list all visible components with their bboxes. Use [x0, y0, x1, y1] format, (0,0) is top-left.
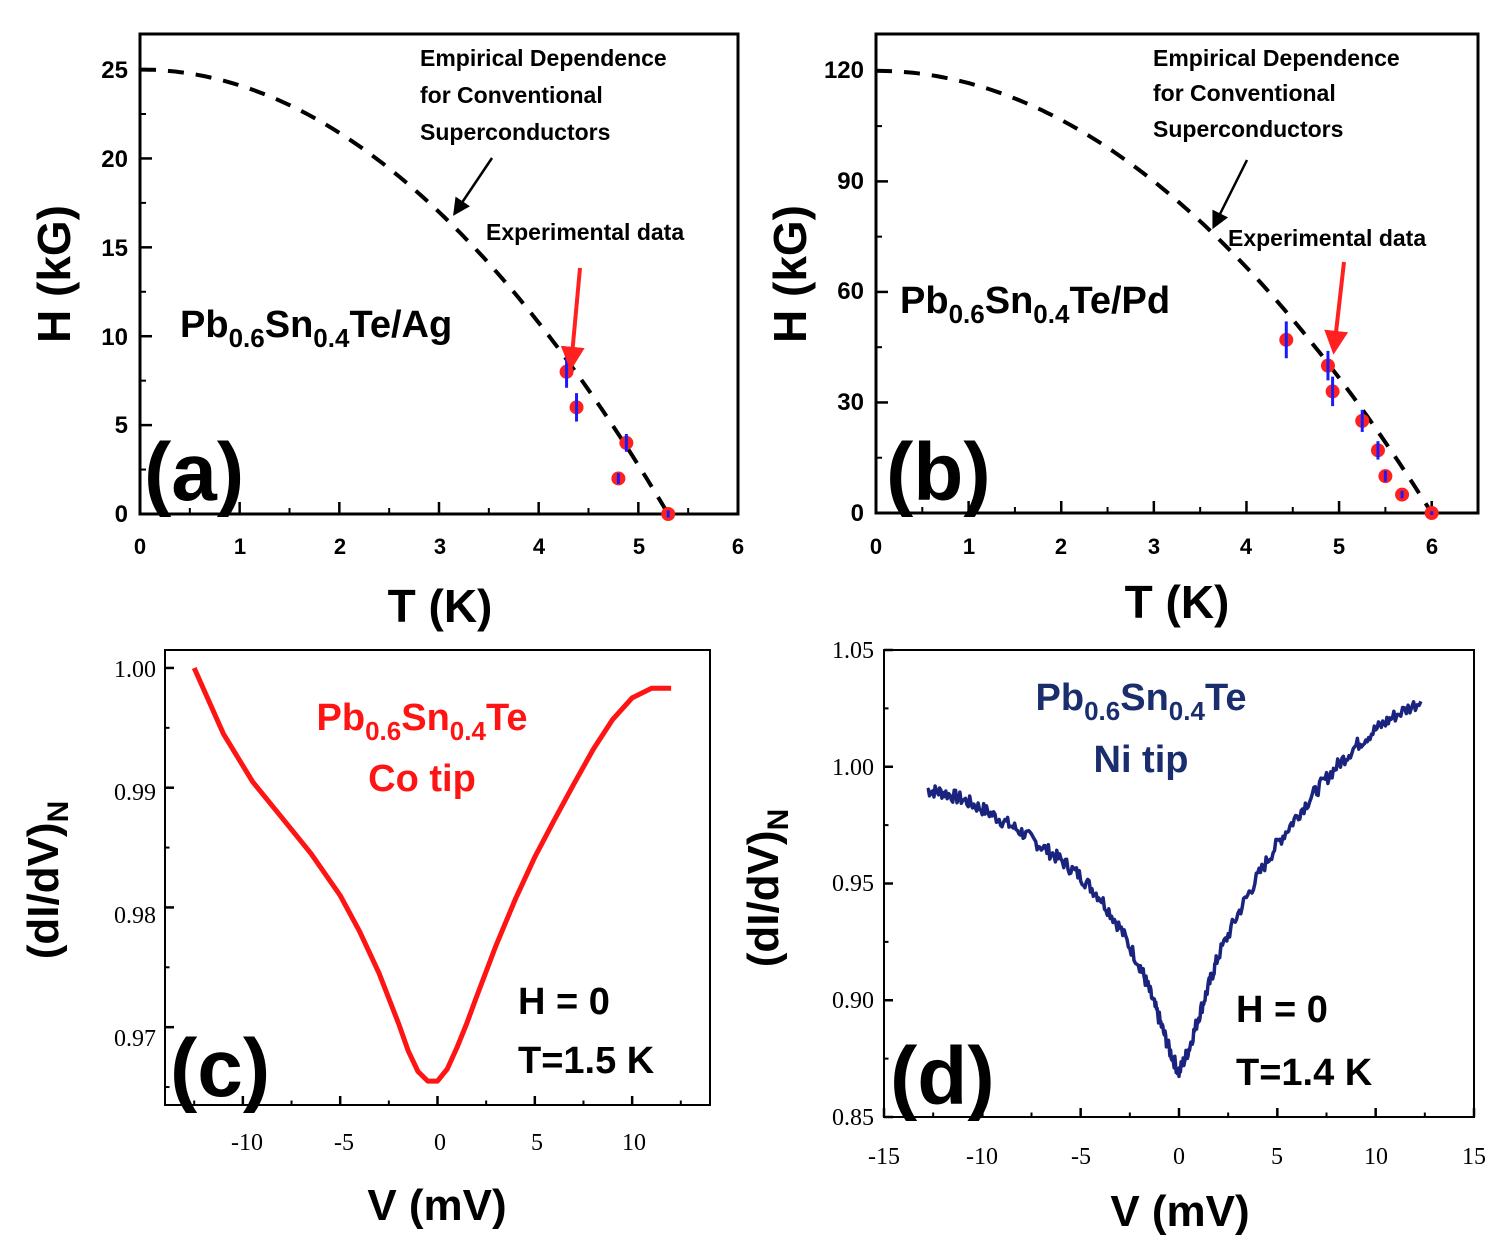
- panel-c: -10 -5 0 5 10 0.97 0.98 0.99 1.00 V (mV)…: [19, 649, 711, 1230]
- y-axis-label: H (kG): [28, 205, 80, 343]
- x-tick-label: 3: [434, 534, 446, 559]
- x-tick-label: 6: [1426, 534, 1438, 559]
- y-tick-label: 0.90: [832, 988, 874, 1014]
- y-axis-label: (dI/dV)N: [739, 809, 795, 968]
- plot-frame-b: [874, 32, 1480, 515]
- y-tick-label: 1.00: [832, 755, 874, 781]
- x-tick-label: 15: [1462, 1144, 1486, 1170]
- x-tick-label: 3: [1148, 534, 1160, 559]
- panel-a: 0 1 2 3 4 5 6 0 5 10 15 20 25 T (K) H (k…: [28, 32, 744, 632]
- annotation-experimental: Experimental data: [486, 219, 684, 245]
- y-tick-label: 0.99: [114, 780, 156, 806]
- y-tick-label: 20: [101, 146, 128, 173]
- y-tick-label: 0: [115, 501, 128, 528]
- x-tick-label: 6: [732, 534, 744, 559]
- annotation-empirical-line: Superconductors: [420, 119, 610, 145]
- x-tick-label: -5: [1071, 1144, 1091, 1170]
- y-tick-label: 25: [101, 57, 128, 84]
- temperature-label: T=1.5 K: [518, 1040, 655, 1082]
- y-tick-label: 90: [837, 168, 864, 195]
- annotation-empirical-line: Empirical Dependence: [1153, 45, 1400, 71]
- panel-d: -15 -10 -5 0 5 10 15 0.85 0.90 0.95 1.00…: [739, 638, 1486, 1236]
- panel-label: (c): [170, 1023, 270, 1114]
- annotation-empirical-line: for Conventional: [1153, 80, 1336, 106]
- tip-label: Co tip: [368, 758, 476, 800]
- sample-label: Pb0.6Sn0.4Te: [317, 697, 528, 746]
- annotation-empirical-line: Empirical Dependence: [420, 45, 667, 71]
- field-label: H = 0: [1236, 989, 1328, 1031]
- x-tick-label: 10: [622, 1130, 646, 1156]
- x-tick-label: 4: [533, 534, 546, 559]
- conductance-curve: [191, 666, 672, 1084]
- experimental-arrow: [560, 267, 585, 371]
- y-tick-label: 0.95: [832, 871, 874, 897]
- annotation-empirical-line: for Conventional: [420, 82, 603, 108]
- sample-label: Pb0.6Sn0.4Te/Ag: [180, 304, 452, 353]
- tip-label: Ni tip: [1094, 739, 1189, 781]
- experimental-arrow: [1324, 261, 1349, 355]
- x-tick-label: 5: [1333, 534, 1345, 559]
- annotation-arrow: [1212, 159, 1249, 230]
- temperature-label: T=1.4 K: [1236, 1052, 1373, 1094]
- y-axis-label: (dI/dV)N: [19, 801, 75, 960]
- x-tick-label: -15: [868, 1144, 900, 1170]
- y-tick-label: 10: [101, 324, 128, 351]
- x-axis-label: T (K): [1125, 576, 1230, 628]
- y-tick-label: 1.05: [832, 638, 874, 664]
- y-tick-label: 5: [115, 412, 128, 439]
- x-axis-label: V (mV): [1110, 1187, 1249, 1236]
- x-tick-label: -10: [231, 1130, 263, 1156]
- y-tick-label: 60: [837, 278, 864, 305]
- sample-label: Pb0.6Sn0.4Te: [1036, 677, 1247, 726]
- x-tick-label: 5: [633, 534, 645, 559]
- x-tick-label: 0: [434, 1130, 446, 1156]
- y-tick-label: 15: [101, 235, 128, 262]
- x-tick-label: 2: [334, 534, 346, 559]
- y-tick-label: 1.00: [114, 657, 156, 683]
- x-tick-label: 0: [134, 534, 146, 559]
- empirical-curve: [875, 68, 1434, 515]
- x-tick-label: 4: [1240, 534, 1253, 559]
- y-tick-label: 0.97: [114, 1026, 156, 1052]
- x-tick-label: 5: [531, 1130, 543, 1156]
- field-label: H = 0: [518, 981, 610, 1023]
- y-tick-label: 0.98: [114, 903, 156, 929]
- panel-label: (b): [886, 427, 991, 518]
- y-tick-label: 30: [837, 389, 864, 416]
- x-axis-label: V (mV): [367, 1181, 506, 1230]
- y-axis-label: H (kG): [764, 205, 816, 343]
- y-tick-label: 120: [824, 57, 864, 84]
- panel-label: (d): [890, 1031, 995, 1122]
- sample-label: Pb0.6Sn0.4Te/Pd: [900, 280, 1170, 329]
- panel-b: 0 1 2 3 4 5 6 0 30 60 90 120 T (K) H (kG…: [764, 32, 1480, 628]
- x-axis-label: T (K): [388, 580, 493, 632]
- y-tick-label: 0: [851, 500, 864, 527]
- annotation-arrow: [453, 157, 494, 216]
- x-tick-label: -10: [966, 1144, 998, 1170]
- annotation-experimental: Experimental data: [1228, 225, 1426, 251]
- x-tick-label: 0: [870, 534, 882, 559]
- x-tick-label: -5: [334, 1130, 354, 1156]
- annotation-empirical-line: Superconductors: [1153, 116, 1343, 142]
- x-tick-label: 2: [1055, 534, 1067, 559]
- x-tick-label: 5: [1271, 1144, 1283, 1170]
- conductance-curve: [926, 700, 1423, 1079]
- empirical-curve: [140, 67, 670, 516]
- x-tick-label: 10: [1364, 1144, 1388, 1170]
- x-tick-label: 1: [234, 534, 246, 559]
- y-tick-label: 0.85: [832, 1105, 874, 1131]
- x-tick-label: 0: [1173, 1144, 1185, 1170]
- panel-label: (a): [144, 427, 244, 518]
- x-tick-label: 1: [963, 534, 975, 559]
